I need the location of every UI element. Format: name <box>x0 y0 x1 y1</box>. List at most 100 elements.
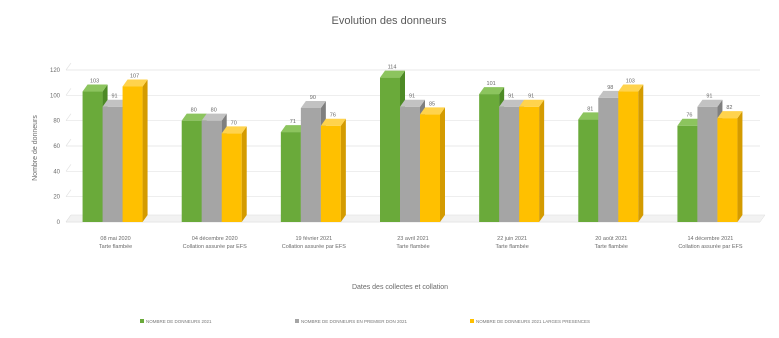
x-tick-label: 19 février 2021 <box>296 236 333 242</box>
bar-front <box>122 86 143 222</box>
x-tick-label: Tarte flambée <box>99 244 132 250</box>
data-label: 80 <box>191 108 197 114</box>
y-tick-label: 40 <box>53 169 60 175</box>
legend-swatch <box>470 319 474 323</box>
bar-side <box>142 79 148 222</box>
bar-top <box>122 79 148 87</box>
bar <box>717 111 743 222</box>
data-label: 71 <box>290 119 296 125</box>
data-label: 82 <box>726 105 732 111</box>
bar-front <box>320 125 341 222</box>
bar-side <box>340 118 346 222</box>
data-label: 76 <box>330 113 336 119</box>
bar-top <box>499 99 525 107</box>
gridline-depth <box>65 164 72 172</box>
x-axis: 08 mai 2020 Tarte flambée 04 décembre 2020… <box>99 236 743 250</box>
bar-front <box>499 106 520 222</box>
bar-front <box>618 91 639 223</box>
bar-front <box>82 91 103 223</box>
bar-top <box>201 113 227 121</box>
x-tick-label: 08 mai 2020 <box>100 236 130 242</box>
x-tick-label: 22 juin 2021 <box>497 236 527 242</box>
bar-top <box>380 70 405 78</box>
legend-label: NOMBRE DE DONNEURS 2021 <box>146 319 212 324</box>
data-label: 70 <box>231 120 237 126</box>
bar <box>618 84 644 223</box>
bar-front <box>380 77 400 222</box>
x-tick-label: Tarte flambée <box>595 244 628 250</box>
bar-front <box>221 133 242 222</box>
data-label: 76 <box>686 113 692 119</box>
legend-swatch <box>140 319 144 323</box>
bar <box>420 107 445 222</box>
bar-top <box>519 99 545 107</box>
legend-swatch <box>295 319 299 323</box>
bar-top <box>717 111 743 119</box>
bar-top <box>300 101 326 108</box>
x-tick-label: 04 décembre 2020 <box>192 236 238 242</box>
bar <box>221 126 247 222</box>
bar-front <box>102 106 123 222</box>
y-tick-label: 100 <box>50 93 61 99</box>
data-label: 107 <box>130 73 139 79</box>
bar-front <box>717 118 738 222</box>
bars <box>82 70 743 223</box>
x-axis-title: Dates des collectes et collation <box>352 284 448 291</box>
chart-title: Evolution des donneurs <box>332 15 447 27</box>
bar-side <box>539 99 545 222</box>
bar-front <box>697 106 718 222</box>
data-label: 103 <box>90 79 99 85</box>
x-tick-label: 23 avril 2021 <box>397 236 429 242</box>
bar-front <box>300 108 321 222</box>
bar-front <box>280 132 301 222</box>
gridline-depth <box>65 88 72 96</box>
y-tick-label: 120 <box>50 68 61 74</box>
bar-side <box>440 107 445 222</box>
bar-front <box>400 106 420 222</box>
data-label: 90 <box>310 95 316 101</box>
bar-top <box>400 99 425 107</box>
data-label: 101 <box>487 81 496 87</box>
data-label: 91 <box>528 94 534 100</box>
x-tick-label: Collation assurée par EFS <box>183 244 248 250</box>
y-axis: 0 20 40 60 80 100 120 <box>50 68 61 226</box>
y-tick-label: 80 <box>53 119 60 125</box>
bar-side <box>241 126 247 222</box>
bar-top <box>598 90 624 98</box>
bar-front <box>181 120 202 222</box>
legend: NOMBRE DE DONNEURS 2021 NOMBRE DE DONNEUR… <box>140 319 590 324</box>
data-labels: 103 91 107 80 80 70 71 90 76 114 91 85 101 91 91 81 98 10… <box>90 65 733 127</box>
bar-top <box>697 99 723 107</box>
y-tick-label: 60 <box>53 144 60 150</box>
data-label: 80 <box>211 108 217 114</box>
bar-top <box>280 125 306 133</box>
bar-side <box>737 111 743 222</box>
x-tick-label: 14 décembre 2021 <box>687 236 733 242</box>
bar-top <box>578 112 604 120</box>
bar-top <box>181 113 207 121</box>
gridline-depth <box>65 62 72 71</box>
y-axis-title: Nombre de donneurs <box>32 115 39 181</box>
bar-front <box>420 114 440 222</box>
y-tick-label: 20 <box>53 195 60 201</box>
data-label: 91 <box>409 94 415 100</box>
data-label: 103 <box>626 79 635 85</box>
x-tick-label: Tarte flambée <box>495 244 528 250</box>
bar-top <box>420 107 445 115</box>
bar-front <box>201 120 222 222</box>
bar-top <box>102 99 128 107</box>
bar-top <box>677 118 703 126</box>
gridline-depth <box>65 138 72 147</box>
gridline-depth <box>65 113 72 121</box>
bar-front <box>479 94 500 222</box>
legend-label: NOMBRE DE DONNEURS 2021 LARGES PRESENCES <box>476 319 590 324</box>
data-label: 91 <box>508 94 514 100</box>
bar-top <box>221 126 247 134</box>
legend-label: NOMBRE DE DONNEURS EN PREMIER DON 2021 <box>301 319 408 324</box>
bar-top <box>82 84 108 92</box>
bar-front <box>578 119 599 222</box>
data-label: 98 <box>607 85 613 91</box>
x-tick-label: Collation assurée par EFS <box>678 244 743 250</box>
bar-front <box>677 125 698 222</box>
